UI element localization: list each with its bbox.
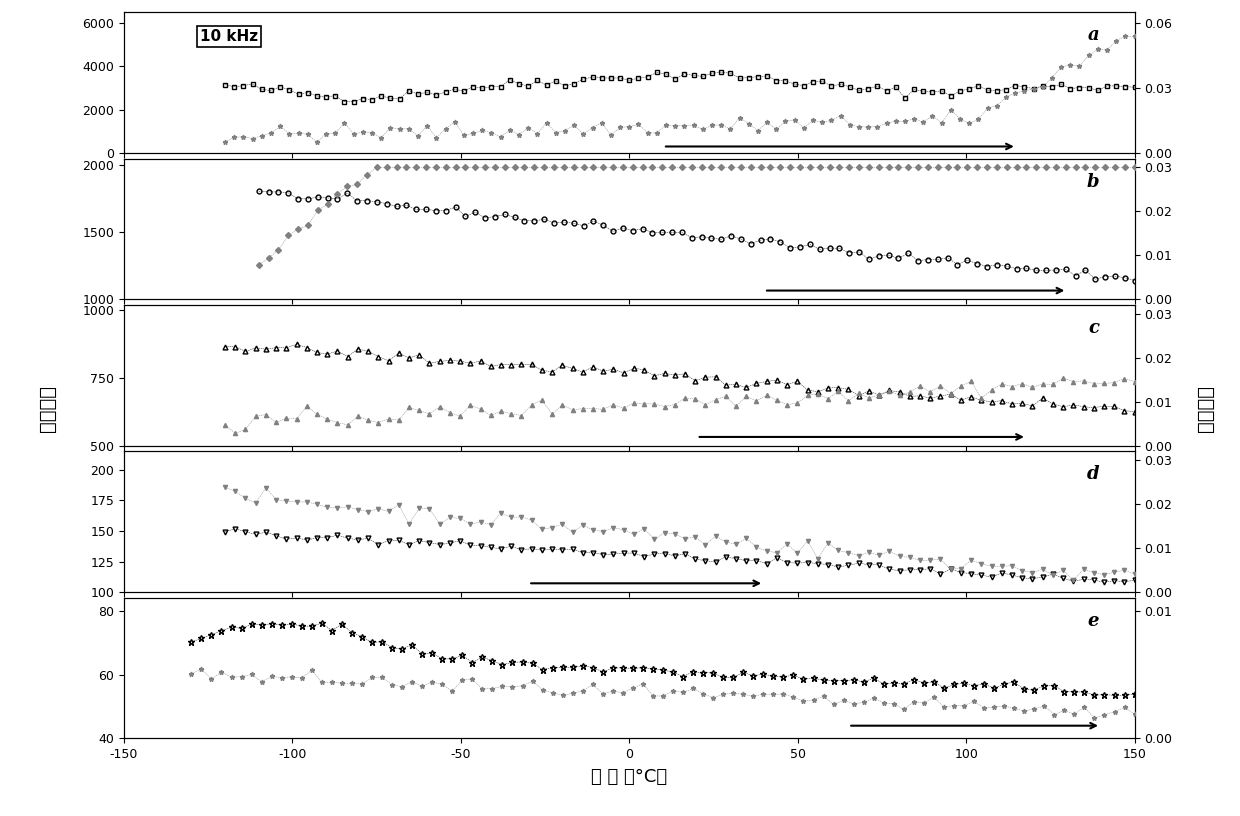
Text: e: e xyxy=(1087,612,1099,630)
Text: 介电常数: 介电常数 xyxy=(37,384,57,432)
Text: 10 kHz: 10 kHz xyxy=(200,29,258,44)
Text: d: d xyxy=(1086,465,1099,483)
X-axis label: 温 度 （°C）: 温 度 （°C） xyxy=(591,768,667,786)
Text: 介电损耗: 介电损耗 xyxy=(1195,384,1215,432)
Text: c: c xyxy=(1089,319,1099,337)
Text: b: b xyxy=(1086,173,1099,191)
Text: a: a xyxy=(1087,26,1099,44)
